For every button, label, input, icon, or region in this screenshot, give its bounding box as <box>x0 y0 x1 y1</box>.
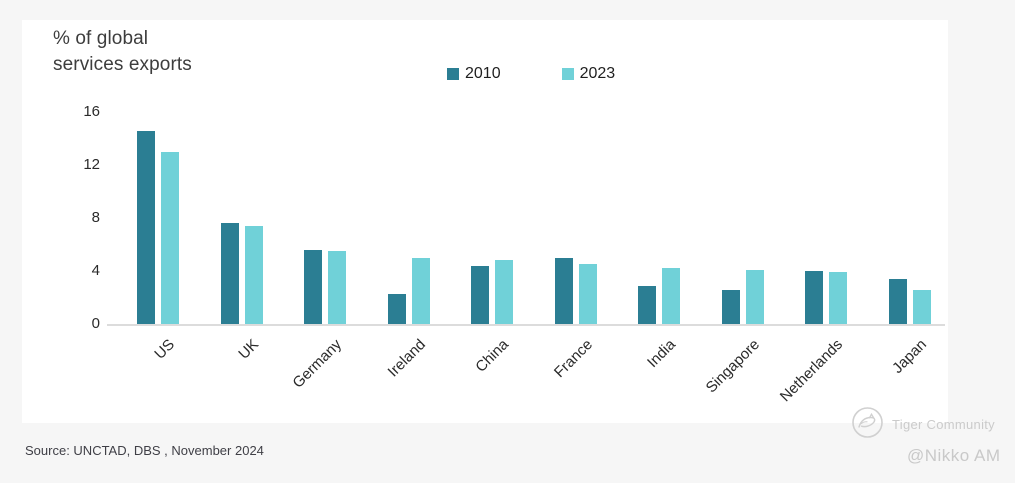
y-axis-tick-label: 8 <box>91 209 100 226</box>
legend-label-2023: 2023 <box>579 65 616 82</box>
bar-2023-france <box>579 264 597 324</box>
legend-item-2023: 2023 <box>561 65 616 83</box>
bar-2023-germany <box>328 251 346 324</box>
bar-2023-japan <box>913 290 931 324</box>
bar-2023-us <box>161 152 179 324</box>
legend-item-2010: 2010 <box>447 65 501 83</box>
x-axis-label-france: France <box>550 336 597 382</box>
watermark-account-label: @Nikko AM <box>907 446 1001 465</box>
bar-2010-france <box>555 258 573 324</box>
bar-2010-singapore <box>722 290 740 324</box>
bar-2010-ireland <box>388 294 406 324</box>
x-axis-label-india: India <box>643 336 680 372</box>
chart-title: % of global services exports <box>53 28 192 75</box>
bar-2023-china <box>495 260 513 324</box>
y-axis-tick-label: 16 <box>83 103 100 120</box>
x-axis-label-netherlands: Netherlands <box>776 336 847 406</box>
bar-2010-netherlands <box>805 271 823 324</box>
watermark-community-label: Tiger Community <box>892 417 995 432</box>
bar-2023-india <box>662 268 680 324</box>
y-axis-tick-label: 12 <box>83 156 100 173</box>
legend-swatch-2023 <box>561 68 574 80</box>
x-axis-label-ireland: Ireland <box>384 336 430 381</box>
bar-2023-netherlands <box>829 272 847 324</box>
bar-2010-uk <box>221 223 239 324</box>
bar-2010-india <box>638 286 656 324</box>
x-axis-label-singapore: Singapore <box>702 336 764 397</box>
legend-swatch-2010 <box>447 68 459 80</box>
y-axis-tick-label: 0 <box>91 315 100 332</box>
x-axis-label-china: China <box>472 336 513 376</box>
plot-area: 0 4 8 12 16 US UK Germany Ireland China France Indi… <box>22 20 948 423</box>
x-axis-label-us: US <box>151 336 179 363</box>
x-axis-label-uk: UK <box>235 336 263 363</box>
x-axis-label-germany: Germany <box>289 336 346 392</box>
bar-2010-japan <box>889 279 907 324</box>
bar-2023-singapore <box>746 270 764 324</box>
bar-2010-germany <box>304 250 322 324</box>
bar-2010-us <box>137 131 155 324</box>
legend-label-2010: 2010 <box>465 65 501 82</box>
y-axis-tick-label: 4 <box>91 262 100 279</box>
legend: 2010 2023 <box>447 65 615 83</box>
tiger-community-logo-icon <box>851 406 884 439</box>
bar-2023-uk <box>245 226 263 324</box>
bar-2023-ireland <box>412 258 430 324</box>
x-axis-line <box>107 324 945 326</box>
x-axis-label-japan: Japan <box>889 336 931 377</box>
source-note: Source: UNCTAD, DBS , November 2024 <box>25 443 264 458</box>
chart-card: % of global services exports 2010 2023 0… <box>22 20 948 423</box>
bar-2010-china <box>471 266 489 324</box>
